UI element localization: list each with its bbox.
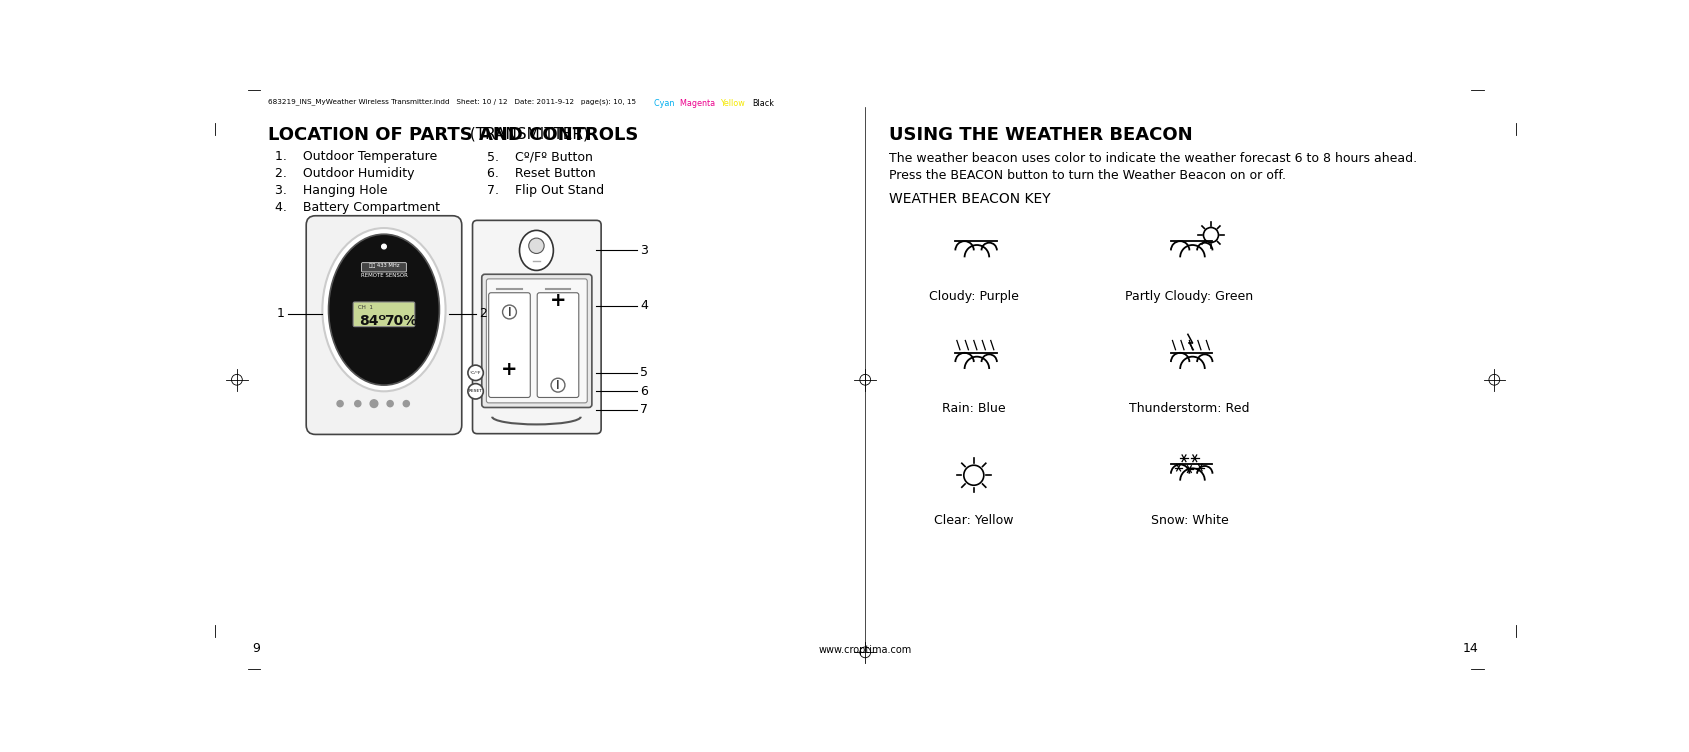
Text: I: I — [508, 305, 512, 319]
FancyBboxPatch shape — [537, 293, 579, 398]
Text: Cyan: Cyan — [654, 99, 677, 108]
FancyBboxPatch shape — [361, 262, 407, 272]
Text: 7.    Flip Out Stand: 7. Flip Out Stand — [486, 184, 605, 197]
Circle shape — [468, 384, 483, 399]
Text: www.croptima.com: www.croptima.com — [819, 645, 912, 656]
Text: Black: Black — [752, 99, 774, 108]
Circle shape — [551, 378, 564, 392]
Text: °C/°F: °C/°F — [470, 371, 481, 374]
Text: 3.    Hanging Hole: 3. Hanging Hole — [275, 184, 388, 197]
Text: I: I — [556, 379, 559, 392]
Circle shape — [355, 401, 361, 407]
Text: USING THE WEATHER BEACON: USING THE WEATHER BEACON — [888, 126, 1192, 144]
Circle shape — [338, 401, 343, 407]
Text: Cloudy: Purple: Cloudy: Purple — [929, 290, 1018, 304]
Text: 6.    Reset Button: 6. Reset Button — [486, 167, 596, 180]
Text: 1: 1 — [277, 307, 285, 320]
Text: 2: 2 — [480, 307, 488, 320]
Text: The weather beacon uses color to indicate the weather forecast 6 to 8 hours ahea: The weather beacon uses color to indicat… — [888, 152, 1417, 165]
Text: ⓁⓁ 433 MHz: ⓁⓁ 433 MHz — [368, 263, 399, 268]
Text: Magenta: Magenta — [681, 99, 718, 108]
FancyBboxPatch shape — [486, 279, 588, 403]
Text: +: + — [549, 291, 566, 310]
Text: 3: 3 — [640, 244, 649, 257]
Text: Press the BEACON button to turn the Weather Beacon on or off.: Press the BEACON button to turn the Weat… — [888, 168, 1285, 182]
Text: 1.    Outdoor Temperature: 1. Outdoor Temperature — [275, 150, 437, 163]
Text: Clear: Yellow: Clear: Yellow — [934, 514, 1013, 526]
Ellipse shape — [520, 230, 554, 271]
Text: 6: 6 — [640, 385, 649, 398]
Text: 7: 7 — [640, 403, 649, 417]
Text: 4: 4 — [640, 299, 649, 312]
Circle shape — [404, 401, 409, 407]
Text: WEATHER BEACON KEY: WEATHER BEACON KEY — [888, 192, 1051, 206]
Text: CH  1: CH 1 — [358, 305, 373, 310]
Text: 4.    Battery Compartment: 4. Battery Compartment — [275, 201, 441, 214]
Circle shape — [387, 401, 394, 407]
Circle shape — [382, 244, 387, 249]
Text: Yellow: Yellow — [721, 99, 748, 108]
Text: 9: 9 — [252, 642, 260, 656]
Text: 683219_INS_MyWeather Wireless Transmitter.indd   Sheet: 10 / 12   Date: 2011-9-1: 683219_INS_MyWeather Wireless Transmitte… — [269, 99, 635, 105]
FancyBboxPatch shape — [353, 302, 415, 326]
Circle shape — [370, 400, 378, 408]
Text: Partly Cloudy: Green: Partly Cloudy: Green — [1125, 290, 1253, 304]
Circle shape — [529, 238, 544, 253]
Circle shape — [468, 365, 483, 381]
Text: LOCATION OF PARTS AND CONTROLS: LOCATION OF PARTS AND CONTROLS — [269, 126, 638, 144]
Text: RESET: RESET — [468, 390, 483, 393]
Text: +: + — [502, 360, 519, 379]
Text: 2.    Outdoor Humidity: 2. Outdoor Humidity — [275, 167, 415, 180]
Text: 84ᴼ: 84ᴼ — [360, 314, 387, 328]
Text: 14: 14 — [1463, 642, 1480, 656]
Ellipse shape — [323, 228, 446, 391]
Text: Thunderstorm: Red: Thunderstorm: Red — [1130, 402, 1250, 415]
FancyBboxPatch shape — [488, 293, 530, 398]
Text: 5: 5 — [640, 366, 649, 379]
Text: (TRANSMITTER): (TRANSMITTER) — [464, 126, 589, 141]
Ellipse shape — [329, 234, 439, 385]
Text: Snow: White: Snow: White — [1150, 514, 1228, 526]
Text: 5.    Cº/Fº Button: 5. Cº/Fº Button — [486, 150, 593, 163]
FancyBboxPatch shape — [473, 220, 601, 434]
Circle shape — [503, 305, 517, 319]
Text: Rain: Blue: Rain: Blue — [942, 402, 1005, 415]
FancyBboxPatch shape — [306, 216, 461, 435]
Text: 70%: 70% — [383, 314, 417, 328]
Text: REMOTE SENSOR: REMOTE SENSOR — [360, 272, 407, 277]
FancyBboxPatch shape — [481, 274, 591, 408]
